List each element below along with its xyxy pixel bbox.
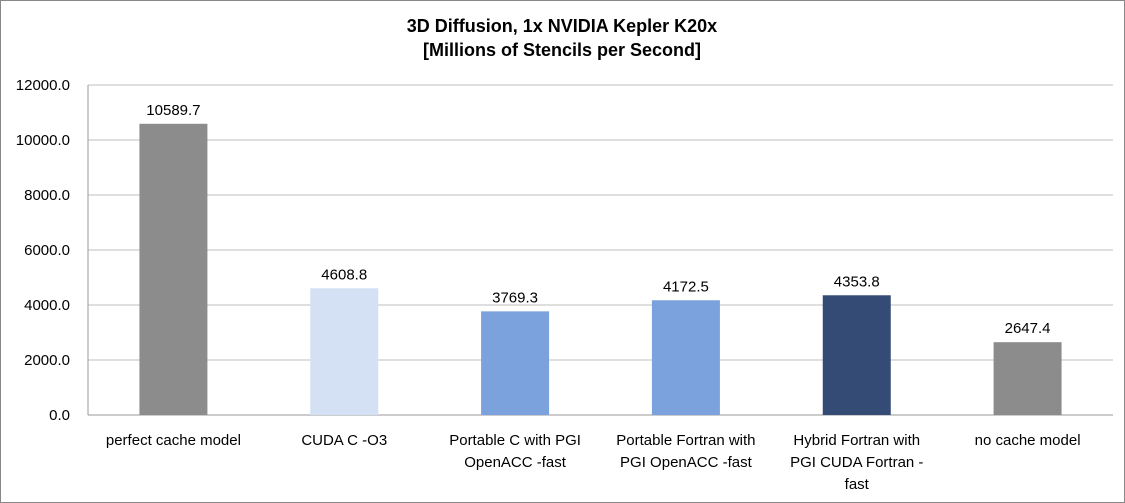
bar: [139, 123, 208, 415]
y-tick-label: 10000.0: [16, 132, 70, 149]
data-label: 4172.5: [663, 278, 709, 295]
category-label: Portable C with PGI: [449, 432, 581, 449]
chart-title-line: 3D Diffusion, 1x NVIDIA Kepler K20x: [407, 16, 717, 36]
category-label: CUDA C -O3: [301, 432, 387, 449]
y-tick-label: 8000.0: [24, 187, 70, 204]
y-tick-label: 0.0: [49, 407, 70, 424]
category-label: OpenACC -fast: [464, 454, 567, 471]
bar: [822, 295, 891, 415]
data-label: 10589.7: [146, 102, 200, 119]
category-label: no cache model: [975, 432, 1081, 449]
y-tick-label: 6000.0: [24, 242, 70, 259]
category-label: fast: [845, 476, 870, 493]
y-tick-label: 4000.0: [24, 297, 70, 314]
bar: [481, 311, 550, 415]
bar: [310, 288, 379, 415]
category-label: Hybrid Fortran with: [793, 432, 920, 449]
data-label: 3769.3: [492, 289, 538, 306]
data-label: 4608.8: [321, 266, 367, 283]
chart-title-line: [Millions of Stencils per Second]: [423, 40, 701, 60]
category-label: PGI CUDA Fortran -: [790, 454, 923, 471]
data-label: 2647.4: [1005, 320, 1051, 337]
category-label: Portable Fortran with: [616, 432, 755, 449]
data-label: 4353.8: [834, 273, 880, 290]
y-tick-label: 2000.0: [24, 352, 70, 369]
bar: [993, 342, 1062, 415]
bar: [651, 300, 720, 415]
category-label: PGI OpenACC -fast: [620, 454, 753, 471]
y-tick-label: 12000.0: [16, 77, 70, 94]
category-label: perfect cache model: [106, 432, 241, 449]
